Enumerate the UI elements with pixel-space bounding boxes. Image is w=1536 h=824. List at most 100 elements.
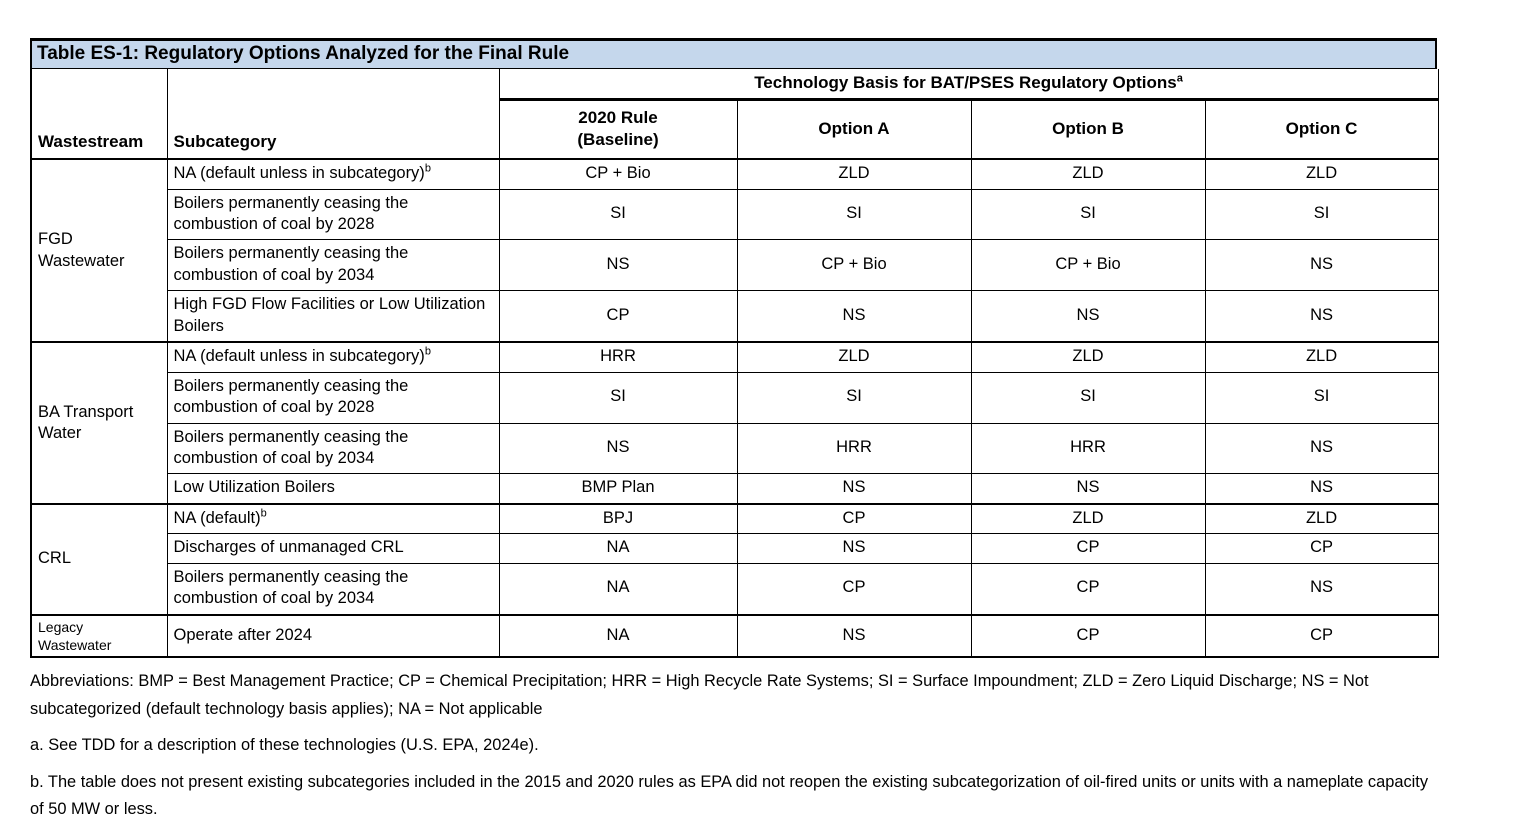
regulatory-options-table: Wastestream Subcategory Technology Basis…	[30, 68, 1439, 658]
tech-basis-value-cell: NA	[499, 533, 738, 564]
tech-basis-value-cell: HRR	[971, 423, 1206, 475]
subcategory-label: NA (default)	[173, 508, 261, 527]
tech-basis-value-cell: NS	[1205, 239, 1439, 292]
table-row: Boilers permanently ceasing the combusti…	[31, 239, 1439, 292]
subcategory-label: NA (default unless in subcategory)	[173, 347, 425, 366]
table-row: Discharges of unmanaged CRL NA NS CP CP	[31, 533, 1439, 564]
tech-basis-value-cell: BMP Plan	[499, 473, 738, 505]
table-title-bar: Table ES-1: Regulatory Options Analyzed …	[30, 38, 1437, 69]
tech-basis-value-cell: CP + Bio	[499, 159, 738, 190]
table-row: Boilers permanently ceasing the combusti…	[31, 372, 1439, 424]
col-header-tech-basis: Technology Basis for BAT/PSES Regulatory…	[499, 68, 1439, 101]
subcategory-label: Operate after 2024	[173, 625, 313, 644]
table-body: FGD Wastewater NA (default unless in subc…	[31, 159, 1439, 658]
tech-basis-value-cell: NS	[737, 290, 972, 344]
subcategory-label: Boilers permanently ceasing the combusti…	[173, 193, 409, 233]
footnote-marker: b	[424, 345, 431, 358]
tech-basis-value-cell: CP + Bio	[737, 239, 972, 292]
table-row: Boilers permanently ceasing the combusti…	[31, 423, 1439, 475]
subcategory-label: Boilers permanently ceasing the combusti…	[173, 244, 409, 284]
subcategory-cell: Low Utilization Boilers	[167, 473, 500, 505]
subcategory-cell: NA (default unless in subcategory)b	[167, 342, 500, 373]
subcategory-cell: Boilers permanently ceasing the combusti…	[167, 563, 500, 616]
table-row: BA Transport Water NA (default unless in …	[31, 342, 1439, 505]
tech-basis-footnote-marker: a	[1176, 72, 1183, 85]
tech-basis-value-cell: NS	[737, 533, 972, 564]
col-header-option-c: Option C	[1205, 99, 1439, 161]
tech-basis-value-cell: CP	[971, 533, 1206, 564]
tech-basis-value-cell: CP	[971, 614, 1206, 658]
tech-basis-value-cell: ZLD	[1205, 342, 1439, 373]
footnote-marker: b	[260, 507, 267, 520]
subcategory-label: NA (default unless in subcategory)	[173, 164, 425, 183]
tech-basis-value-cell: NS	[499, 239, 738, 292]
tech-basis-label: Technology Basis for BAT/PSES Regulatory…	[754, 72, 1177, 92]
table-title: Table ES-1: Regulatory Options Analyzed …	[37, 43, 570, 64]
abbreviations-note: Abbreviations: BMP = Best Management Pra…	[30, 671, 1369, 718]
subcategory-label: High FGD Flow Facilities or Low Utilizat…	[173, 295, 486, 335]
col-header-subcategory: Subcategory	[167, 68, 500, 161]
table-header: Wastestream Subcategory Technology Basis…	[31, 68, 1439, 161]
tech-basis-value-cell: ZLD	[1205, 503, 1439, 535]
wastestream-cell: BA Transport Water	[31, 342, 168, 505]
subcategory-label: Boilers permanently ceasing the combusti…	[173, 376, 409, 417]
table-row: FGD Wastewater NA (default unless in subc…	[31, 159, 1439, 344]
tech-basis-value-cell: NA	[499, 563, 738, 616]
tech-basis-value-cell: NS	[971, 473, 1206, 505]
table-row: Boilers permanently ceasing the combusti…	[31, 563, 1439, 616]
tech-basis-value-cell: NS	[1205, 290, 1439, 344]
tech-basis-value-cell: CP	[499, 290, 738, 344]
footnote-b: b. The table does not present existing s…	[30, 772, 1429, 819]
table-row: Legacy Wastewater Operate after 2024 NA NS C…	[31, 614, 1439, 658]
tech-basis-value-cell: ZLD	[971, 342, 1206, 373]
tech-basis-value-cell: BPJ	[499, 503, 738, 535]
wastestream-cell: CRL	[31, 503, 168, 616]
subcategory-cell: Boilers permanently ceasing the combusti…	[167, 239, 500, 292]
footnote-a: a. See TDD for a description of these te…	[30, 736, 539, 755]
wastestream-cell: Legacy Wastewater	[31, 614, 168, 658]
col-header-option-b: Option B	[971, 99, 1206, 161]
tech-basis-value-cell: SI	[1205, 372, 1439, 424]
subcategory-label: Boilers permanently ceasing the combusti…	[173, 567, 409, 608]
tech-basis-value-cell: HRR	[499, 342, 738, 373]
table-row: Boilers permanently ceasing the combusti…	[31, 189, 1439, 241]
footnotes: Abbreviations: BMP = Best Management Pra…	[30, 668, 1430, 824]
tech-basis-value-cell: NS	[499, 423, 738, 475]
subcategory-cell: High FGD Flow Facilities or Low Utilizat…	[167, 290, 500, 344]
tech-basis-value-cell: NS	[1205, 563, 1439, 616]
subcategory-cell: Boilers permanently ceasing the combusti…	[167, 423, 500, 475]
tech-basis-value-cell: ZLD	[971, 159, 1206, 190]
tech-basis-value-cell: ZLD	[737, 159, 972, 190]
baseline-line-2: (Baseline)	[577, 130, 659, 150]
tech-basis-value-cell: SI	[499, 189, 738, 241]
table-row: CRL NA (default)b BPJ CP ZLD ZLD	[31, 503, 1439, 616]
subcategory-cell: NA (default unless in subcategory)b	[167, 159, 500, 190]
tech-basis-value-cell: SI	[971, 189, 1206, 241]
subcategory-label: Low Utilization Boilers	[173, 478, 335, 497]
tech-basis-value-cell: SI	[737, 372, 972, 424]
subcategory-cell: Boilers permanently ceasing the combusti…	[167, 372, 500, 424]
tech-basis-value-cell: CP	[971, 563, 1206, 616]
tech-basis-value-cell: NS	[1205, 423, 1439, 475]
tech-basis-value-cell: CP	[1205, 533, 1439, 564]
subcategory-label: Discharges of unmanaged CRL	[173, 538, 404, 557]
col-header-2020-rule-baseline: 2020 Rule (Baseline)	[499, 99, 738, 161]
col-header-option-a: Option A	[737, 99, 972, 161]
tech-basis-value-cell: CP	[1205, 614, 1439, 658]
footnote-marker: b	[424, 162, 431, 175]
tech-basis-value-cell: ZLD	[971, 503, 1206, 535]
tech-basis-value-cell: NS	[737, 614, 972, 658]
wastestream-cell: FGD Wastewater	[31, 159, 168, 344]
tech-basis-value-cell: HRR	[737, 423, 972, 475]
subcategory-cell: NA (default)b	[167, 503, 500, 535]
table-row: Low Utilization Boilers BMP Plan NS NS NS	[31, 473, 1439, 505]
tech-basis-value-cell: SI	[737, 189, 972, 241]
tech-basis-value-cell: NA	[499, 614, 738, 658]
tech-basis-value-cell: SI	[499, 372, 738, 424]
tech-basis-value-cell: NS	[737, 473, 972, 505]
table-es-1: Table ES-1: Regulatory Options Analyzed …	[30, 38, 1439, 658]
subcategory-cell: Discharges of unmanaged CRL	[167, 533, 500, 564]
tech-basis-value-cell: ZLD	[737, 342, 972, 373]
tech-basis-value-cell: CP	[737, 503, 972, 535]
